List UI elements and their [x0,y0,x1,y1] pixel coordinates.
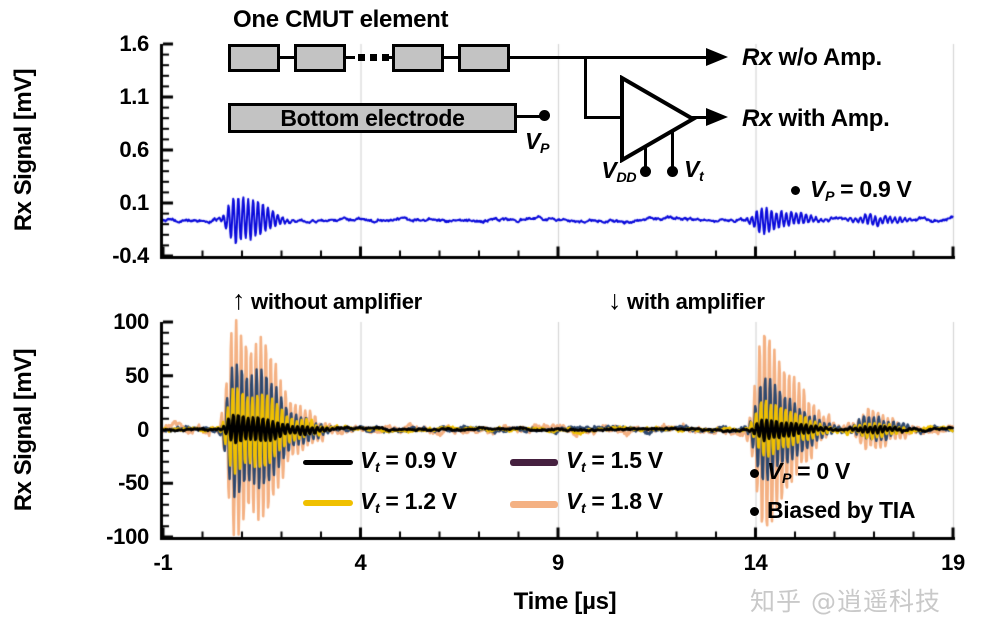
rx-italic: Rx [742,44,773,71]
y-tick-label: -100 [106,524,149,549]
legend-swatch-vt-1-2 [303,500,353,506]
vt-pin-wire [671,130,674,173]
legend-swatch-vt-1-8 [510,501,558,508]
rx-wo-amp-label: Rx w/o Amp. [742,44,882,71]
bottom-electrode-bar: Bottom electrode [228,103,517,133]
y-tick-label: 50 [125,362,149,388]
rx-with-amp-label: Rx with Amp. [742,105,890,132]
vp-node-dot [539,110,550,121]
x-tick-label: 14 [743,549,768,575]
legend-label-vt-0-9: Vt = 0.9 V [360,447,457,476]
ellipsis-dot-2 [370,54,377,61]
wire-cell3-cell4 [444,56,458,59]
wire-cell1-cell2 [280,56,294,59]
bottom-plot-ylabel: Rx Signal [mV] [10,348,37,512]
arrowhead-rx-wo-amp [706,48,728,66]
legend-swatch-vt-0-9 [303,460,353,465]
cmut-cell-box-1 [228,44,280,72]
wire-tia-input [584,116,624,119]
x-tick-label: -1 [153,549,173,575]
vt-label: Vt [684,156,704,185]
wire-dots-cell3 [384,56,392,59]
y-tick-label: 1.6 [119,31,149,56]
bottom-annotation-biased: Biased by TIA [767,497,916,523]
vdd-label: VDD [601,157,636,186]
legend-label-vt-1-5: Vt = 1.5 V [566,447,663,476]
top-annotation-vp: VP = 0.9 V [810,176,912,205]
y-tick-label: 0.6 [119,137,149,162]
y-tick-label: 1.1 [119,84,149,109]
cmut-cell-box-4 [458,44,510,72]
y-tick-label: 100 [113,309,149,334]
x-axis-title: Time [µs] [513,588,617,615]
diagram-title: One CMUT element [233,6,449,33]
ellipsis-dot-1 [358,54,365,61]
y-tick-label: 0 [137,416,149,442]
cmut-cell-box-2 [294,44,346,72]
wire-branch-down [584,57,587,119]
legend-label-vt-1-8: Vt = 1.8 V [566,488,663,517]
bullet-dot [791,186,800,195]
vdd-pin-dot [640,166,651,177]
x-tick-label: 9 [552,549,564,575]
top-plot-ylabel: Rx Signal [mV] [10,68,37,232]
y-tick-label: -50 [118,470,149,496]
vdd-pin-wire [644,145,647,173]
with-amplifier-note: ↓ with amplifier [608,285,765,315]
down-arrow-icon: ↓ [608,285,622,315]
wire-rx-with-amp [690,116,708,119]
vp-label: VP [525,128,550,157]
vt-pin-dot [667,166,678,177]
watermark: 知乎 @逍遥科技 [750,587,941,616]
bottom-annotation-vp: VP = 0 V [767,458,850,487]
arrowhead-rx-with-amp [706,108,728,126]
wire-cell2-dots [346,56,355,59]
bullet-dot [750,507,759,516]
y-tick-label: -0.4 [112,243,149,268]
tia-triangle [620,75,697,163]
legend-swatch-vt-1-5 [510,459,558,466]
legend-label-vt-1-2: Vt = 1.2 V [360,488,457,517]
bullet-dot [750,469,759,478]
without-amplifier-note: ↑ without amplifier [232,285,422,315]
wire-rx-wo-amp [510,56,708,59]
y-tick-label: 0.1 [119,190,149,215]
cmut-cell-box-3 [392,44,444,72]
x-tick-label: 4 [354,549,367,575]
x-tick-label: 19 [941,549,965,575]
wire-vp-node [516,115,542,118]
up-arrow-icon: ↑ [232,285,246,315]
